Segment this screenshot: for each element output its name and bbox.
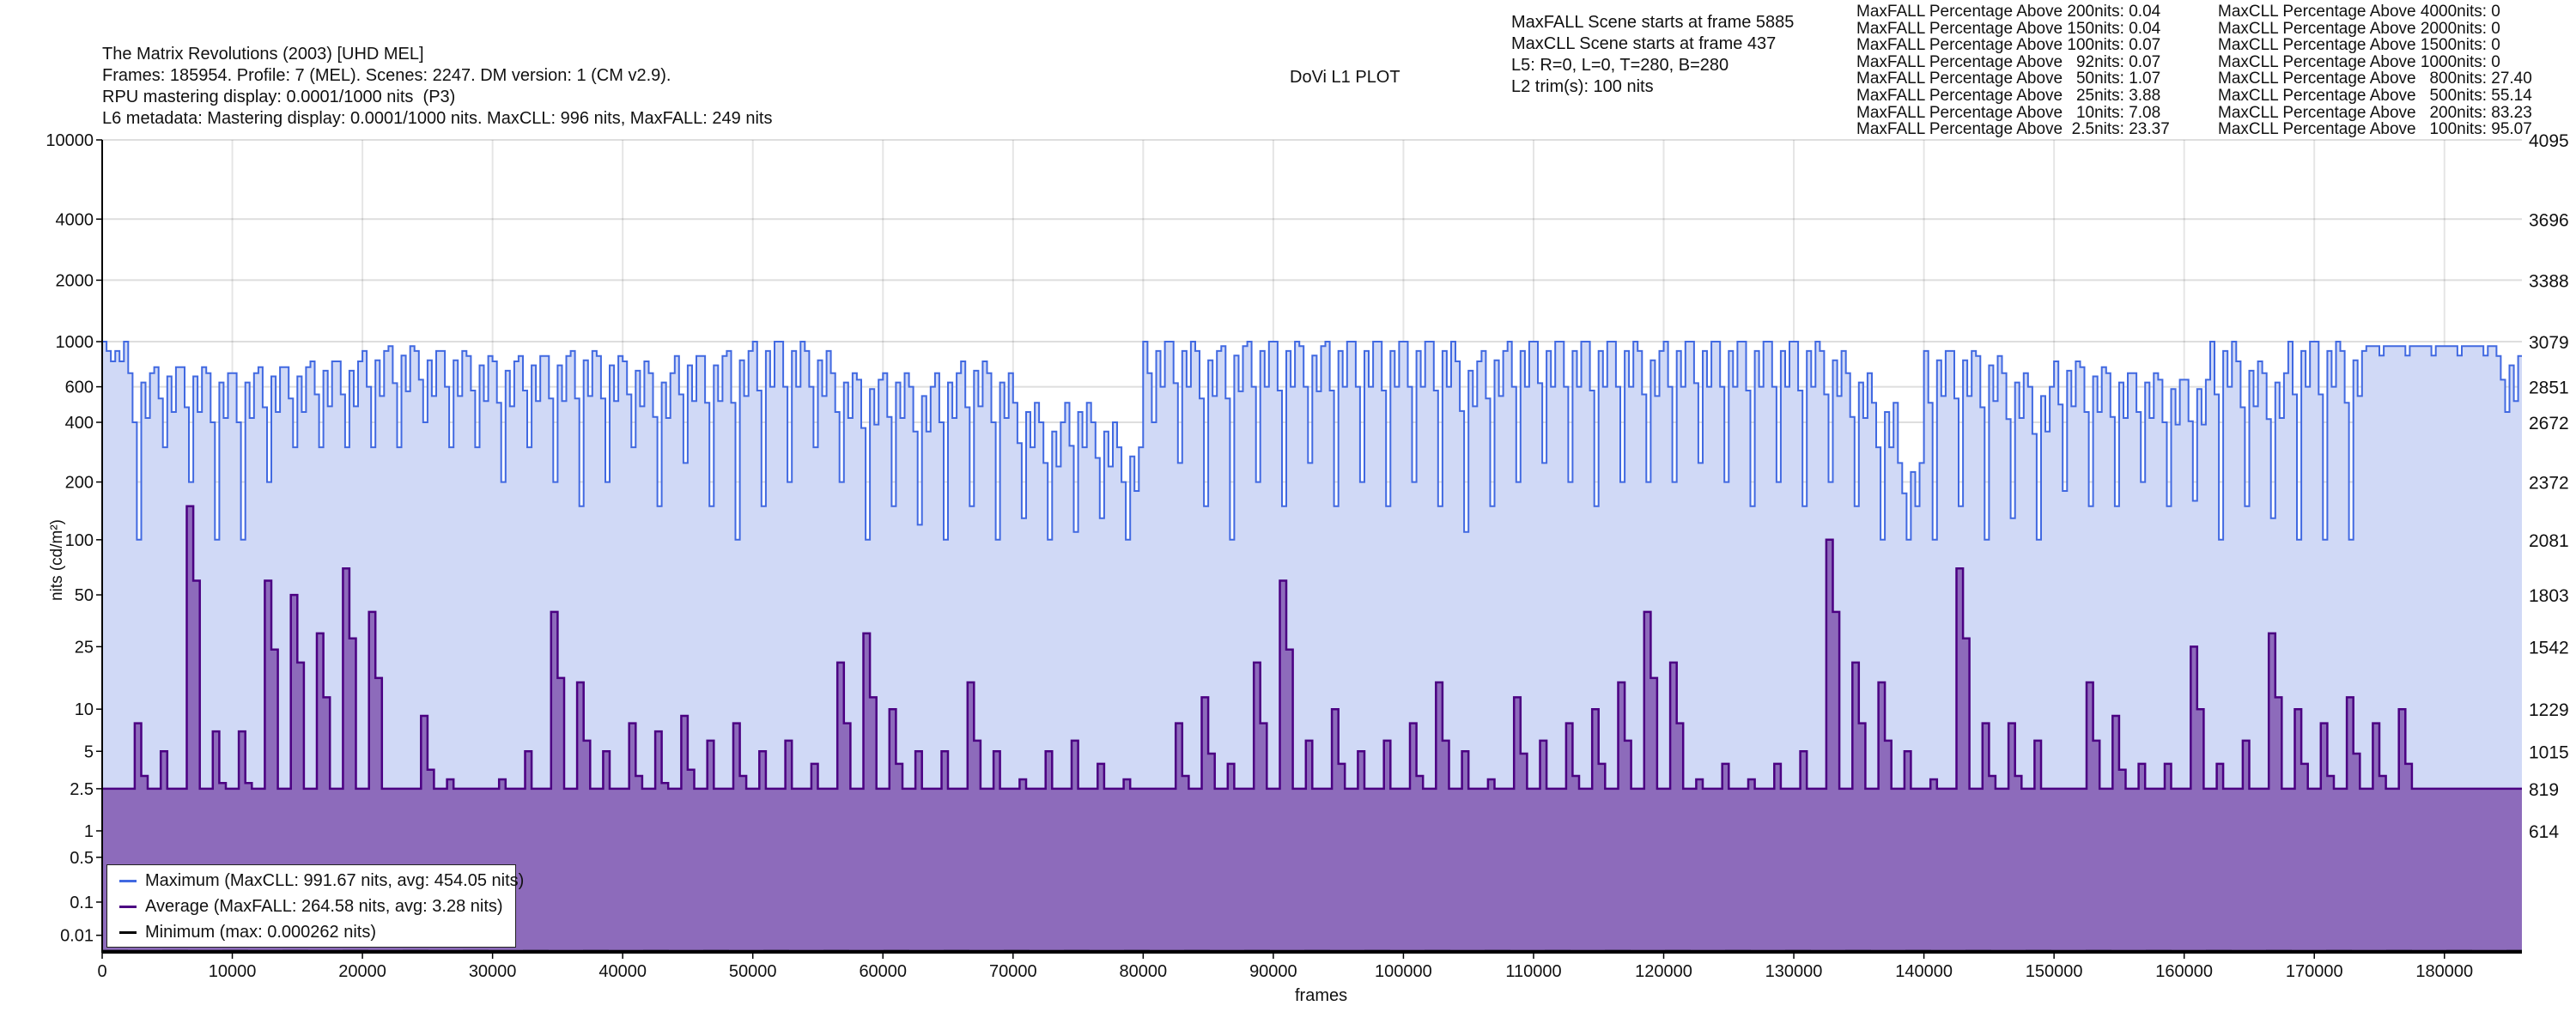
y-tick-label: 10000 xyxy=(46,131,94,150)
y-right-tick-label: 3388 xyxy=(2529,271,2569,291)
legend-item-average: Average (MaxFALL: 264.58 nits, avg: 3.28… xyxy=(119,894,503,918)
plot-header-title: The Matrix Revolutions (2003) [UHD MEL] xyxy=(102,45,424,64)
maxfall-percentage-stat: MaxFALL Percentage Above 200nits: 0.04 xyxy=(1856,3,2161,21)
y-right-tick-label: 2672 xyxy=(2529,414,2569,433)
x-tick-label: 130000 xyxy=(1765,962,1823,981)
x-tick-label: 140000 xyxy=(1895,962,1953,981)
frames-info: Frames: 185954. Profile: 7 (MEL). Scenes… xyxy=(102,66,671,85)
y-tick-label: 1 xyxy=(84,822,94,841)
y-tick-label: 5 xyxy=(84,742,94,761)
x-tick-label: 40000 xyxy=(598,962,647,981)
chart-title: DoVi L1 PLOT xyxy=(1290,68,1400,87)
x-tick-label: 110000 xyxy=(1505,962,1561,981)
maxcll-percentage-stat: MaxCLL Percentage Above 4000nits: 0 xyxy=(2218,3,2500,21)
maxfall-percentage-stat: MaxFALL Percentage Above 25nits: 3.88 xyxy=(1856,87,2161,105)
legend-swatch-minimum xyxy=(119,930,137,934)
l2-trim-info: L2 trim(s): 100 nits xyxy=(1511,77,1654,96)
x-tick-label: 120000 xyxy=(1635,962,1692,981)
maxcll-percentage-stat: MaxCLL Percentage Above 200nits: 83.23 xyxy=(2218,103,2532,122)
rpu-mastering-info: RPU mastering display: 0.0001/1000 nits … xyxy=(102,88,456,106)
y-tick-label: 4000 xyxy=(56,210,94,229)
y-tick-label: 200 xyxy=(65,474,94,493)
x-tick-label: 70000 xyxy=(989,962,1037,981)
y-right-tick-label: 614 xyxy=(2529,822,2559,842)
l6-metadata-info: L6 metadata: Mastering display: 0.0001/1… xyxy=(102,109,773,128)
y-right-tick-label: 3696 xyxy=(2529,210,2569,230)
y-right-tick-label: 1015 xyxy=(2529,742,2569,762)
y-tick-label: 400 xyxy=(65,414,94,433)
legend-swatch-maximum xyxy=(119,879,137,882)
x-tick-label: 50000 xyxy=(729,962,777,981)
y-right-tick-label: 4095 xyxy=(2529,131,2569,151)
maxcll-percentage-stat: MaxCLL Percentage Above 800nits: 27.40 xyxy=(2218,70,2532,88)
x-tick-label: 160000 xyxy=(2155,962,2213,981)
x-tick-label: 10000 xyxy=(209,962,257,981)
average-line xyxy=(102,505,2522,791)
legend-label-maximum: Maximum (MaxCLL: 991.67 nits, avg: 454.0… xyxy=(145,870,525,890)
maxcll-scene-info: MaxCLL Scene starts at frame 437 xyxy=(1511,34,1777,53)
maxcll-percentage-stat: MaxCLL Percentage Above 1500nits: 0 xyxy=(2218,36,2500,55)
maxcll-percentage-stat: MaxCLL Percentage Above 100nits: 95.07 xyxy=(2218,120,2532,139)
legend-label-average: Average (MaxFALL: 264.58 nits, avg: 3.28… xyxy=(145,896,503,916)
maxfall-percentage-stat: MaxFALL Percentage Above 150nits: 0.04 xyxy=(1856,19,2161,38)
y-tick-label: 2.5 xyxy=(70,780,94,799)
x-tick-label: 90000 xyxy=(1249,962,1297,981)
x-tick-label: 20000 xyxy=(338,962,386,981)
maxcll-percentage-stat: MaxCLL Percentage Above 2000nits: 0 xyxy=(2218,19,2500,38)
x-tick-label: 180000 xyxy=(2415,962,2473,981)
maxfall-percentage-stat: MaxFALL Percentage Above 2.5nits: 23.37 xyxy=(1856,120,2170,139)
x-tick-label: 150000 xyxy=(2026,962,2083,981)
y-tick-label: 1000 xyxy=(56,333,94,352)
y-tick-label: 0.5 xyxy=(70,849,94,868)
y-tick-label: 100 xyxy=(65,531,94,550)
maxfall-percentage-stat: MaxFALL Percentage Above 92nits: 0.07 xyxy=(1856,52,2161,71)
y-right-tick-label: 2372 xyxy=(2529,474,2569,494)
maxfall-percentage-stat: MaxFALL Percentage Above 10nits: 7.08 xyxy=(1856,103,2161,122)
legend-item-minimum: Minimum (max: 0.000262 nits) xyxy=(119,920,376,944)
legend-swatch-average xyxy=(119,905,137,908)
x-tick-label: 100000 xyxy=(1375,962,1432,981)
maxfall-scene-info: MaxFALL Scene starts at frame 5885 xyxy=(1511,13,1795,32)
x-tick-label: 80000 xyxy=(1120,962,1168,981)
x-tick-label: 30000 xyxy=(469,962,517,981)
average-area xyxy=(102,506,2522,953)
y-right-tick-label: 2081 xyxy=(2529,531,2569,551)
maxcll-percentage-stat: MaxCLL Percentage Above 1000nits: 0 xyxy=(2218,52,2500,71)
y-tick-label: 0.01 xyxy=(60,927,94,946)
maxfall-percentage-stat: MaxFALL Percentage Above 50nits: 1.07 xyxy=(1856,70,2161,88)
x-tick-label: 0 xyxy=(97,962,106,981)
y-tick-label: 600 xyxy=(65,379,94,397)
y-tick-label: 25 xyxy=(75,638,94,657)
y-right-tick-label: 819 xyxy=(2529,780,2559,800)
y-tick-label: 10 xyxy=(75,700,94,719)
l5-info: L5: R=0, L=0, T=280, B=280 xyxy=(1511,56,1729,75)
legend-label-minimum: Minimum (max: 0.000262 nits) xyxy=(145,922,376,942)
maxcll-percentage-stat: MaxCLL Percentage Above 500nits: 55.14 xyxy=(2218,87,2532,105)
y-right-tick-label: 2851 xyxy=(2529,379,2569,398)
y-tick-label: 50 xyxy=(75,586,94,605)
legend: Maximum (MaxCLL: 991.67 nits, avg: 454.0… xyxy=(106,864,524,948)
y-right-tick-label: 1803 xyxy=(2529,586,2569,606)
y-tick-label: 0.1 xyxy=(70,894,94,912)
y-axis-label: nits (cd/m²) xyxy=(48,519,66,601)
x-axis-label: frames xyxy=(1295,986,1348,1005)
y-right-tick-label: 3079 xyxy=(2529,333,2569,353)
y-right-tick-label: 1542 xyxy=(2529,638,2569,657)
maximum-line xyxy=(102,341,2522,541)
y-right-tick-label: 1229 xyxy=(2529,700,2569,720)
legend-item-maximum: Maximum (MaxCLL: 991.67 nits, avg: 454.0… xyxy=(119,869,524,893)
maxfall-percentage-stat: MaxFALL Percentage Above 100nits: 0.07 xyxy=(1856,36,2161,55)
x-tick-label: 60000 xyxy=(859,962,907,981)
y-tick-label: 2000 xyxy=(56,271,94,290)
x-tick-label: 170000 xyxy=(2286,962,2343,981)
